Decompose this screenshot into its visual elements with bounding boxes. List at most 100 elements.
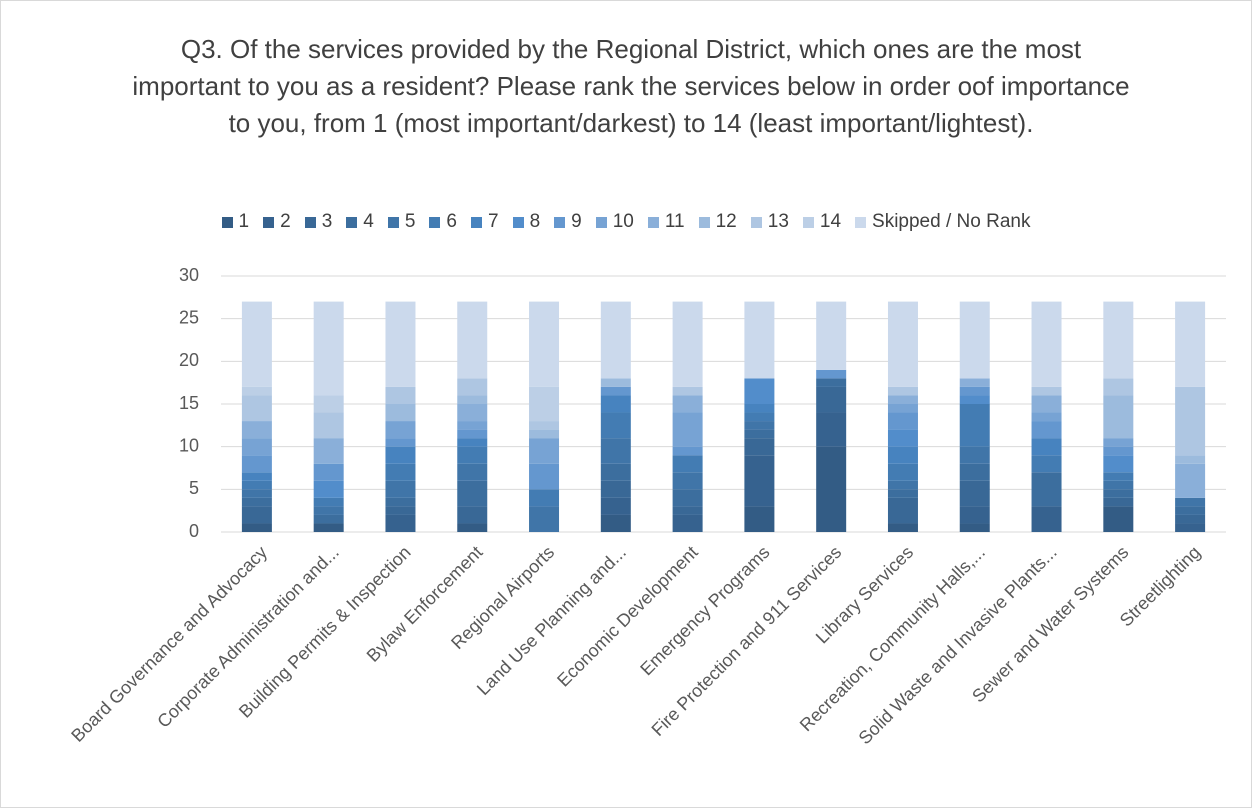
legend-item: 6 <box>429 211 457 233</box>
legend-item: 9 <box>554 211 582 233</box>
bar-segment <box>457 429 488 439</box>
bar-segment <box>816 412 847 447</box>
bar-segment <box>816 369 847 379</box>
x-tick-label: Economic Development <box>553 542 702 691</box>
legend-item: 8 <box>512 211 540 233</box>
bar-segment <box>959 480 990 507</box>
bar-segment <box>600 497 631 515</box>
bar-segment <box>959 301 990 379</box>
legend-item: 7 <box>471 211 499 233</box>
legend-label: 4 <box>363 211 374 232</box>
y-tick-label: 5 <box>189 478 199 498</box>
legend-item: 14 <box>802 211 841 233</box>
y-tick-label: 10 <box>179 435 199 455</box>
bar-segment <box>887 497 918 524</box>
bar-segment <box>529 463 560 490</box>
bar-segment <box>1031 301 1062 387</box>
bar-segment <box>1175 455 1206 464</box>
bar-segment <box>1103 472 1134 481</box>
bar-segment <box>313 523 344 532</box>
bar-segment <box>887 429 918 447</box>
bar-segment <box>744 455 775 507</box>
legend-item: 1 <box>221 211 250 233</box>
bar-segment <box>529 438 560 464</box>
x-tick-label: Sewer and Water Systems <box>968 542 1132 706</box>
bar-segment <box>1031 412 1062 422</box>
bar-segment <box>457 523 488 532</box>
legend-label: Skipped / No Rank <box>872 211 1031 232</box>
bar-segment <box>1031 472 1062 507</box>
legend-label: 13 <box>767 211 789 232</box>
bar-segment <box>1103 506 1134 532</box>
legend-label: 5 <box>404 211 416 232</box>
bar-segment <box>959 404 990 447</box>
bar-segment <box>887 386 918 396</box>
bar-segment <box>887 395 918 404</box>
legend-label: 11 <box>664 211 685 232</box>
bar-segment <box>313 438 344 464</box>
bar-segment <box>1175 497 1206 507</box>
legend-swatch <box>263 216 275 228</box>
bar-segment <box>1175 514 1206 524</box>
legend-label: 9 <box>571 211 582 232</box>
legend-label: 6 <box>446 211 457 232</box>
legend-label: 2 <box>280 211 291 232</box>
bar-segment <box>672 472 703 490</box>
bar-segment <box>457 480 488 507</box>
bar-segment <box>816 446 847 532</box>
bar-segment <box>1031 386 1062 396</box>
bar-segment <box>887 412 918 430</box>
bar-segment <box>1103 489 1134 498</box>
bar-segment <box>241 386 272 396</box>
bar-segment <box>529 421 560 430</box>
bar-segment <box>1175 523 1206 532</box>
bar-segment <box>385 438 416 447</box>
legend-swatch <box>802 216 814 228</box>
bar-segment <box>744 429 775 439</box>
legend-item: Skipped / No Rank <box>855 211 1030 233</box>
bar-segment <box>385 301 416 387</box>
bar-segment <box>744 404 775 413</box>
bar-segment <box>457 301 488 379</box>
bar-segment <box>457 506 488 524</box>
bar-segment <box>1103 480 1134 490</box>
bar-segment <box>887 523 918 532</box>
legend-swatch <box>304 216 316 228</box>
y-tick-label: 15 <box>179 393 199 413</box>
bar-segment <box>457 404 488 422</box>
bar-segment <box>529 386 560 422</box>
bar-segment <box>887 489 918 498</box>
bar-segment <box>241 455 272 473</box>
bar-segment <box>1031 438 1062 456</box>
legend-item: 13 <box>750 211 789 233</box>
y-tick-label: 20 <box>179 350 199 370</box>
bar-segment <box>241 506 272 524</box>
bar-segment <box>887 301 918 387</box>
bar-segment <box>313 514 344 524</box>
bar-segment <box>959 523 990 532</box>
bar-segment <box>600 386 631 396</box>
bar-segment <box>313 506 344 515</box>
legend-item: 5 <box>387 211 416 233</box>
legend: 1 2 3 4 5 6 7 8 9 10 11 12 13 14 Skipped / No Rank <box>1 211 1251 233</box>
bar-segment <box>672 301 703 387</box>
bar-segment <box>744 421 775 430</box>
bar-segment <box>457 438 488 447</box>
bar-segment <box>313 480 344 498</box>
bar-segment <box>744 378 775 404</box>
bar-segment <box>457 421 488 430</box>
legend-swatch <box>512 216 524 228</box>
y-tick-label: 30 <box>179 265 199 285</box>
bar-segment <box>1031 395 1062 413</box>
bar-segment <box>1103 395 1134 439</box>
bar-segment <box>313 463 344 481</box>
legend-label: 1 <box>238 211 250 232</box>
y-tick-label: 25 <box>179 307 199 327</box>
x-tick-label: Land Use Planning and... <box>473 542 630 699</box>
bar-segment <box>385 446 416 464</box>
bar-segment <box>1103 301 1134 379</box>
bar-segment <box>1103 378 1134 396</box>
bar-segment <box>600 463 631 481</box>
legend-item: 12 <box>698 211 737 233</box>
bar-segment <box>385 463 416 481</box>
